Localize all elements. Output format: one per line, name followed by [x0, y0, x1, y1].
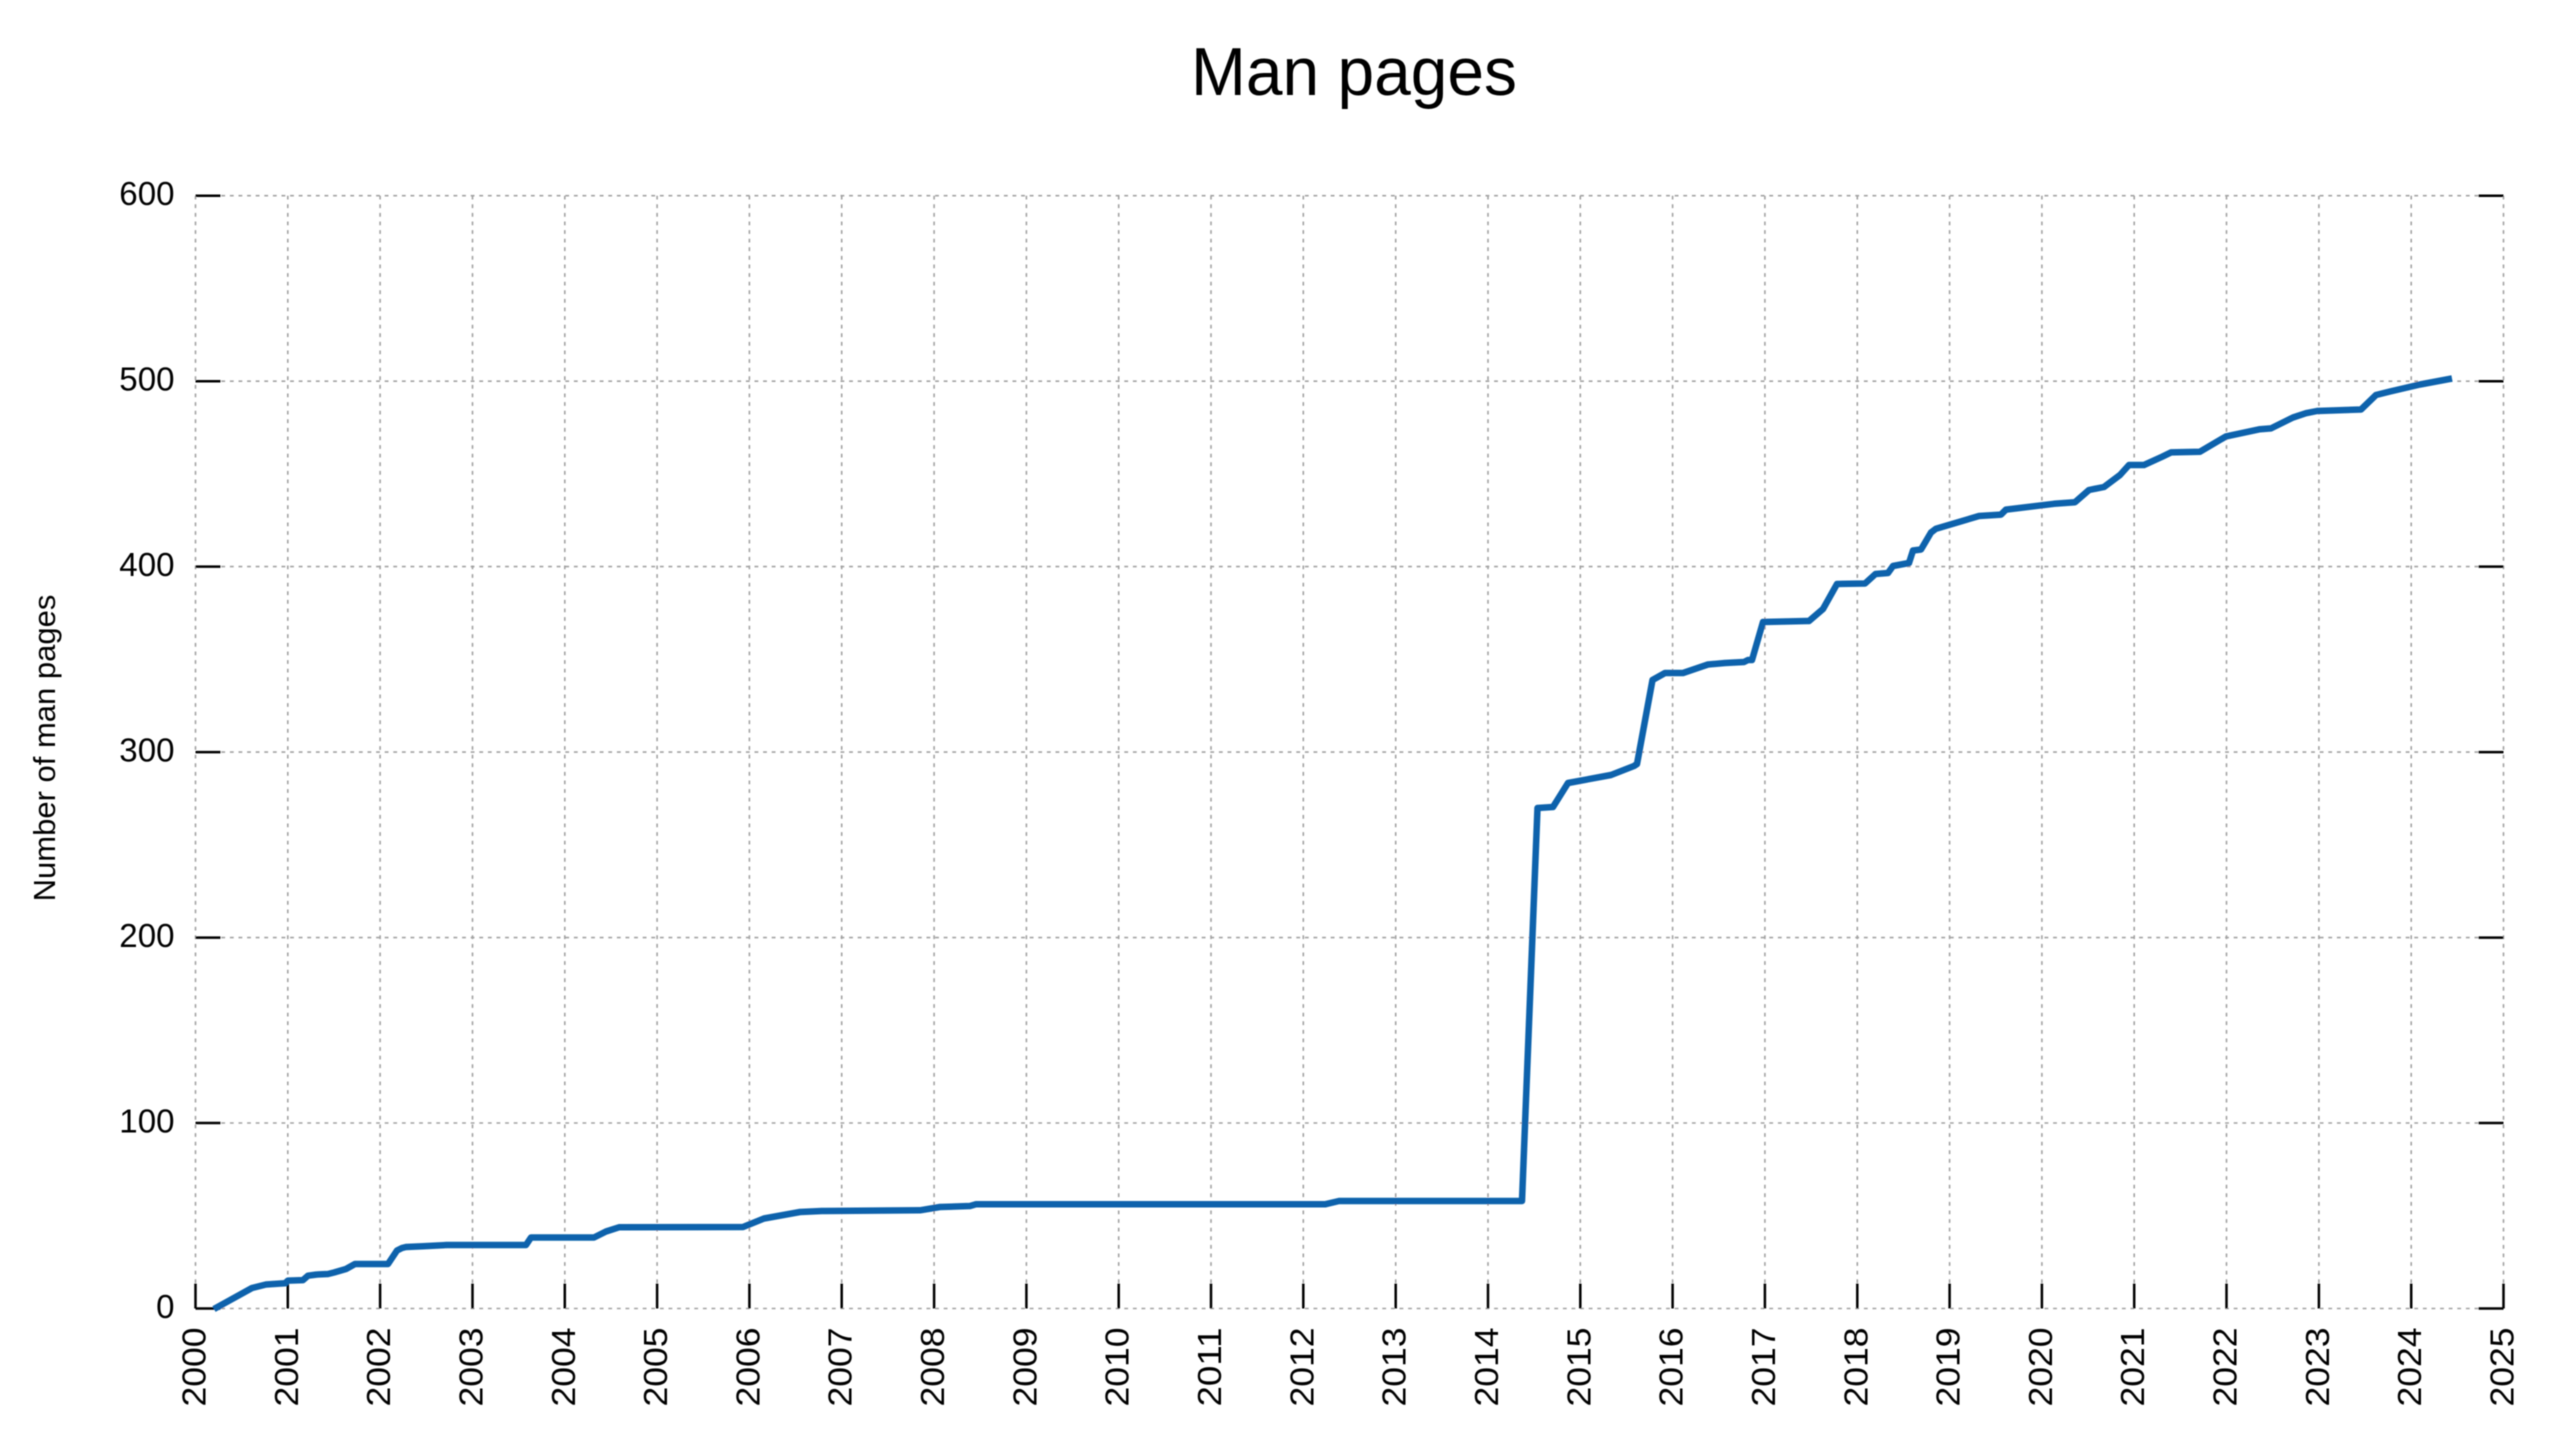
- svg-text:2004: 2004: [545, 1328, 582, 1407]
- svg-text:600: 600: [119, 175, 174, 212]
- svg-text:2009: 2009: [1006, 1328, 1043, 1407]
- svg-text:2015: 2015: [1560, 1328, 1597, 1407]
- svg-text:2000: 2000: [176, 1328, 213, 1407]
- svg-text:100: 100: [119, 1103, 174, 1140]
- svg-text:2017: 2017: [1745, 1328, 1782, 1407]
- svg-text:2005: 2005: [637, 1328, 674, 1407]
- svg-text:300: 300: [119, 732, 174, 769]
- svg-text:2020: 2020: [2022, 1328, 2059, 1407]
- svg-text:2011: 2011: [1191, 1328, 1228, 1407]
- svg-text:2019: 2019: [1930, 1328, 1967, 1407]
- svg-text:400: 400: [119, 546, 174, 583]
- svg-text:2010: 2010: [1099, 1328, 1136, 1407]
- svg-text:2007: 2007: [822, 1328, 859, 1407]
- svg-text:2016: 2016: [1653, 1328, 1690, 1407]
- svg-text:2018: 2018: [1837, 1328, 1874, 1407]
- svg-text:Man pages: Man pages: [1191, 34, 1517, 110]
- svg-text:500: 500: [119, 361, 174, 398]
- svg-text:2022: 2022: [2207, 1328, 2244, 1407]
- svg-text:200: 200: [119, 917, 174, 954]
- svg-text:2014: 2014: [1468, 1328, 1505, 1407]
- svg-text:2003: 2003: [453, 1328, 490, 1407]
- svg-text:0: 0: [156, 1288, 174, 1325]
- svg-text:2013: 2013: [1376, 1328, 1413, 1407]
- svg-text:2023: 2023: [2299, 1328, 2336, 1407]
- svg-text:2024: 2024: [2391, 1328, 2428, 1407]
- svg-text:2002: 2002: [360, 1328, 397, 1407]
- svg-text:2008: 2008: [914, 1328, 951, 1407]
- svg-text:2021: 2021: [2114, 1328, 2151, 1407]
- svg-text:2001: 2001: [268, 1328, 305, 1407]
- svg-text:Number of man pages: Number of man pages: [27, 595, 62, 902]
- svg-text:2025: 2025: [2484, 1328, 2521, 1407]
- svg-text:2006: 2006: [729, 1328, 766, 1407]
- svg-text:2012: 2012: [1283, 1328, 1320, 1407]
